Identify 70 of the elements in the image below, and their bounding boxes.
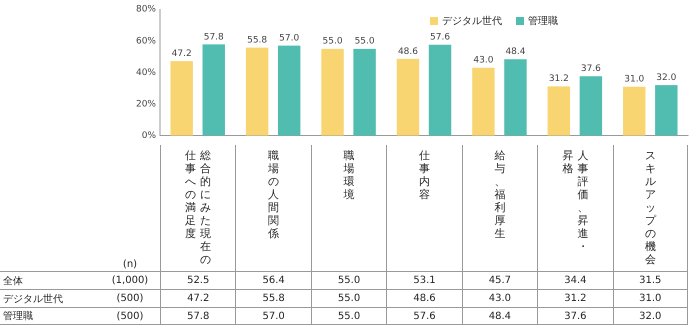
data-label: 57.8 [160,307,236,325]
text: 48.6 [398,46,418,57]
annotation: 55.0 [322,36,343,47]
text: 55.8 [247,35,268,46]
bar [278,46,300,136]
bar [246,48,268,136]
text: 52.5 [160,271,236,289]
text: 55.0 [354,36,375,47]
text: デジタル世代 [3,294,63,304]
y-tick-label: 60% [136,36,156,46]
data-label: 57.0 [235,307,311,325]
text: 34.4 [537,271,613,289]
category-label: 総合的にみた現在の仕事への満足度 [185,149,212,266]
category-label: スキルアップの機会 [644,149,656,266]
text: 57.8 [204,32,224,42]
text: 37.6 [580,64,601,74]
data-label: 31.0 [612,289,688,307]
text: 43.0 [473,56,494,66]
bar [623,86,646,136]
bar [580,76,602,136]
bar [504,59,527,136]
bar [472,68,495,136]
y-tick-label: 0% [142,130,156,141]
y-tick-label: 20% [136,99,156,110]
bar [548,86,570,136]
data-label: 57.6 [386,307,462,325]
text: 47.2 [172,48,192,59]
text: 管理職 [3,311,33,322]
text: 53.1 [386,271,462,289]
data-label: 47.2 [160,289,236,307]
data-label: 43.0 [462,289,538,307]
legend-label: デジタル世代 [442,14,502,28]
text: 31.2 [548,74,569,84]
category-label: 人事評価、昇進・昇格 [562,149,588,253]
data-label: 37.6 [537,307,613,325]
text: 57.0 [279,34,300,44]
bar [321,48,344,136]
text: 45.7 [462,271,538,289]
bar [353,48,376,136]
text: (1,000) [100,271,160,289]
bar [428,44,452,136]
y-tick-label: 40% [136,68,156,78]
text: 全体 [0,271,100,289]
data-label: 48.6 [386,289,462,307]
text: 48.4 [505,47,526,58]
legend-label: 管理職 [528,14,558,28]
x-tick-label: 職場環境 [344,149,355,203]
data-label: 55.0 [310,307,386,325]
bar [396,58,420,136]
data-label: 48.4 [462,307,538,325]
text: 31.0 [624,74,644,85]
data-label: 31.2 [537,289,613,307]
text: 31.5 [612,271,688,289]
text: (n) [122,258,138,271]
data-label: 55.8 [235,289,311,307]
x-tick-label: 仕事内容 [418,149,430,203]
text: 56.4 [235,271,311,289]
bar [655,85,678,136]
text: (500) [100,289,160,307]
x-tick-label: 職場の人間関係 [268,149,280,242]
bar [170,61,193,136]
y-tick-label: 80% [136,4,156,15]
data-label: 55.0 [310,289,386,307]
text: (500) [100,307,160,325]
data-label: 32.0 [612,307,688,325]
text: 55.0 [338,275,360,286]
text: 32.0 [656,72,676,83]
x-tick-label: 給与、福利厚生 [494,149,506,242]
text: 57.6 [430,32,450,43]
bar [202,44,225,136]
